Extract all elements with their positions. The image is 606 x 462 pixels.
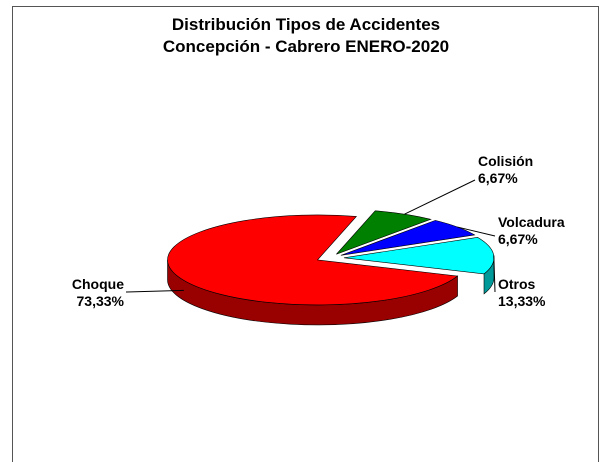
slice-label: Volcadura (498, 214, 565, 230)
slice-label: Choque (72, 276, 124, 292)
slice-value-label: 6,67% (498, 231, 538, 247)
slice (167, 214, 459, 306)
leader-line (493, 255, 496, 293)
slice (340, 220, 476, 256)
slice-label: Colisión (478, 153, 533, 169)
slice-tops (167, 210, 495, 306)
chart-subtitle: Concepción - Cabrero ENERO-2020 (163, 37, 449, 56)
slice-value-label: 73,33% (77, 293, 125, 309)
chart-title: Distribución Tipos de Accidentes (172, 15, 440, 34)
slice (336, 210, 432, 255)
leader-line (404, 179, 476, 215)
slice-label: Otros (498, 276, 536, 292)
slice (343, 237, 495, 275)
leader-line (125, 289, 184, 293)
leader-line (457, 226, 496, 237)
slice-value-label: 13,33% (498, 293, 546, 309)
slice-value-label: 6,67% (478, 170, 518, 186)
